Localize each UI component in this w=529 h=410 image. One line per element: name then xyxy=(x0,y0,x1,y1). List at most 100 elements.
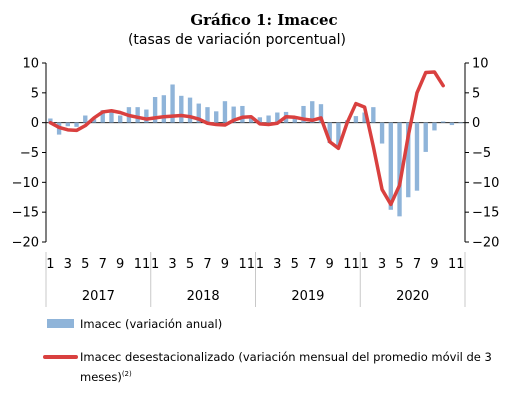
year-label: 2017 xyxy=(82,289,115,304)
bar xyxy=(144,109,149,123)
chart-subtitle: (tasas de variación porcentual) xyxy=(128,32,346,48)
bar xyxy=(205,107,210,123)
x-tick-label: 11 xyxy=(238,257,255,272)
x-tick-label: 1 xyxy=(46,257,54,272)
x-tick-label: 11 xyxy=(448,257,465,272)
y-tick-label-right: 0 xyxy=(472,116,480,131)
x-tick-label: 1 xyxy=(151,257,159,272)
legend: Imacec (variación anual) Imacec desestac… xyxy=(43,317,492,384)
bar xyxy=(310,101,315,123)
bar xyxy=(301,105,306,123)
bar xyxy=(179,95,184,123)
bar xyxy=(91,119,97,123)
bar xyxy=(432,122,437,131)
bar xyxy=(83,115,88,123)
chart-title: Gráfico 1: Imacec xyxy=(190,11,337,29)
bar xyxy=(423,122,428,152)
bar xyxy=(327,122,332,143)
x-tick-label: 3 xyxy=(168,257,176,272)
line-series xyxy=(48,70,445,207)
bar xyxy=(449,122,455,126)
bar xyxy=(318,104,324,123)
bar xyxy=(266,115,271,123)
y-tick-label-right: −10 xyxy=(472,176,499,191)
bar xyxy=(406,122,411,198)
bar xyxy=(414,122,420,191)
bar xyxy=(397,122,402,217)
x-tick-label: 5 xyxy=(291,257,299,272)
bar xyxy=(214,111,219,123)
bar xyxy=(379,122,385,144)
x-tick-label: 9 xyxy=(326,257,334,272)
year-label: 2020 xyxy=(396,289,429,304)
bar xyxy=(65,122,70,127)
x-tick-label: 3 xyxy=(273,257,281,272)
bar xyxy=(100,110,105,123)
bar xyxy=(74,122,79,127)
y-tick-label-right: 5 xyxy=(472,86,480,101)
x-tick-label: 5 xyxy=(81,257,89,272)
x-tick-label: 7 xyxy=(99,257,107,272)
bar xyxy=(170,84,175,123)
x-tick-label: 5 xyxy=(186,257,194,272)
bar xyxy=(458,122,463,124)
bar xyxy=(187,97,193,123)
year-label: 2018 xyxy=(187,289,220,304)
x-tick-label: 9 xyxy=(430,257,438,272)
bar xyxy=(353,116,359,123)
x-tick-label: 7 xyxy=(203,257,211,272)
bar xyxy=(371,107,376,123)
bar xyxy=(196,103,201,123)
y-tick-label-left: 10 xyxy=(22,57,39,72)
x-tick-label: 9 xyxy=(116,257,124,272)
x-tick-label: 11 xyxy=(134,257,151,272)
line-path xyxy=(48,70,445,207)
y-axis-left: 10 5 0 −5 −10 −15 −20 xyxy=(12,57,47,251)
legend-bar-swatch xyxy=(47,319,74,328)
bar xyxy=(336,122,341,146)
bar xyxy=(118,115,123,123)
legend-line-label-2: meses)(2) xyxy=(80,370,132,384)
x-tick-label: 7 xyxy=(308,257,316,272)
bar xyxy=(440,121,446,123)
bar xyxy=(231,106,236,123)
x-tick-label: 3 xyxy=(64,257,72,272)
bar xyxy=(292,116,297,123)
y-axis-right: 10 5 0 −5 −10 −15 −20 xyxy=(464,57,499,251)
x-tick-label: 1 xyxy=(360,257,368,272)
bar xyxy=(152,97,158,123)
y-tick-label-right: 10 xyxy=(472,57,489,72)
legend-line-label-1: Imacec desestacionalizado (variación men… xyxy=(80,350,492,364)
bar xyxy=(222,101,228,123)
bar xyxy=(248,116,254,123)
x-tick-label: 5 xyxy=(395,257,403,272)
y-tick-label-left: 0 xyxy=(31,116,39,131)
y-tick-label-left: −10 xyxy=(12,176,39,191)
x-tick-label: 11 xyxy=(343,257,360,272)
y-tick-label-left: −20 xyxy=(12,236,39,251)
year-label: 2019 xyxy=(291,289,324,304)
x-tick-label: 7 xyxy=(413,257,421,272)
y-tick-label-right: −20 xyxy=(472,236,499,251)
y-tick-label-left: −15 xyxy=(12,206,39,221)
bar xyxy=(240,105,245,123)
y-tick-label-right: −5 xyxy=(472,146,491,161)
bar xyxy=(48,118,53,123)
bar xyxy=(161,95,167,123)
legend-bar-label: Imacec (variación anual) xyxy=(80,317,222,331)
x-tick-label: 1 xyxy=(256,257,264,272)
bar xyxy=(109,111,114,123)
y-tick-label-right: −15 xyxy=(472,206,499,221)
x-tick-label: 9 xyxy=(221,257,229,272)
bar-series xyxy=(48,84,463,217)
y-tick-label-left: −5 xyxy=(20,146,39,161)
bar xyxy=(257,117,263,123)
bar xyxy=(275,112,280,123)
bar xyxy=(388,122,393,210)
y-tick-label-left: 5 xyxy=(31,86,39,101)
bar xyxy=(135,107,140,123)
bar xyxy=(362,112,367,123)
x-tick-label: 3 xyxy=(378,257,386,272)
